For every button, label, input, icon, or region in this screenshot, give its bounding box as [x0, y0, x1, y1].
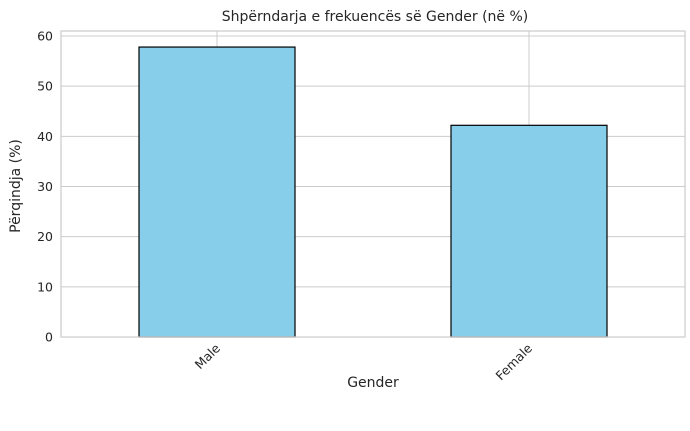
bar-female — [450, 124, 608, 338]
y-tick-label: 60 — [37, 29, 53, 44]
y-tick-labels: 0 10 20 30 40 50 60 — [37, 29, 53, 345]
axes-frame — [60, 30, 686, 338]
bar-male — [138, 46, 296, 338]
chart-title: Shpërndarja e frekuencës së Gender (në %… — [222, 9, 529, 25]
y-axis-label: Përqindja (%) — [8, 139, 24, 233]
y-tick-label: 40 — [37, 129, 53, 144]
y-tick-label: 0 — [45, 330, 53, 345]
x-axis-label: Gender — [347, 375, 399, 391]
y-tick-label: 20 — [37, 229, 53, 244]
y-tick-label: 10 — [37, 279, 53, 294]
bars — [138, 46, 608, 338]
y-tick-label: 50 — [37, 79, 53, 94]
y-tick-label: 30 — [37, 179, 53, 194]
